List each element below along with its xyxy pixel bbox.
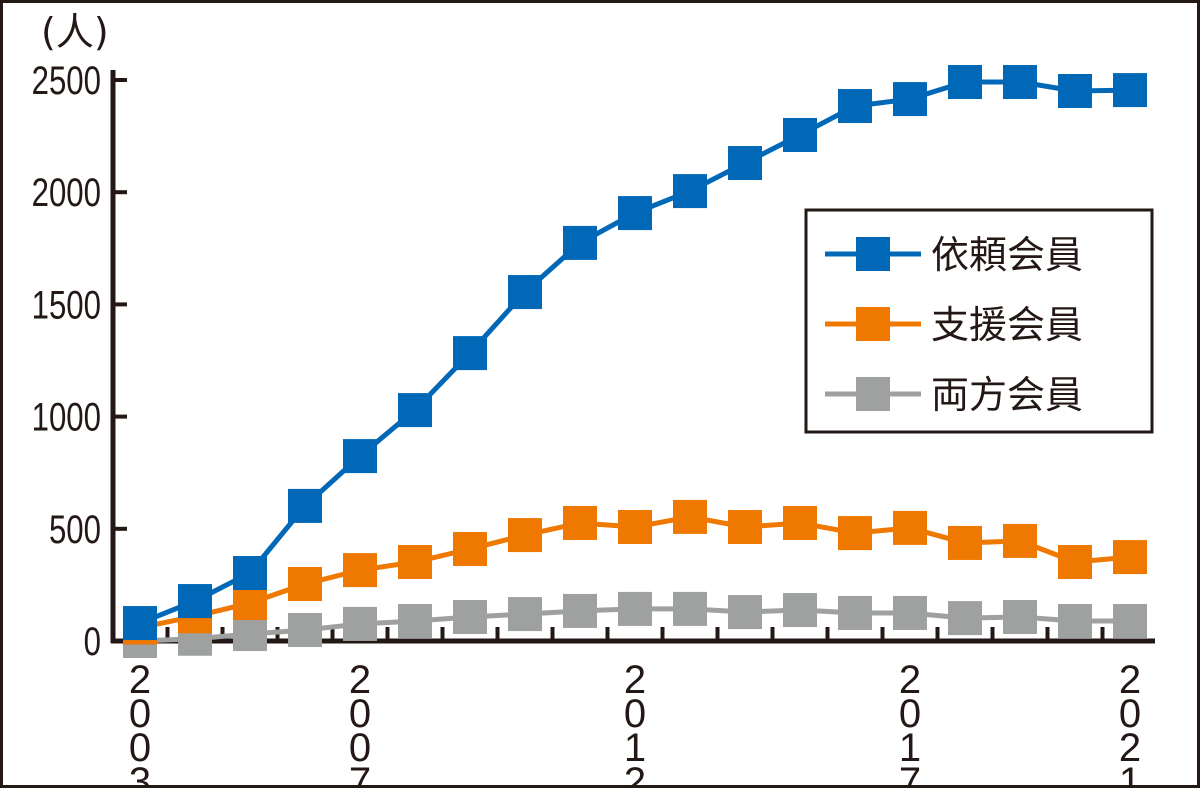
data-point-1	[618, 510, 652, 545]
data-point-2	[453, 599, 487, 634]
data-point-2	[563, 593, 597, 628]
data-point-1	[508, 518, 542, 553]
data-point-0	[233, 556, 267, 591]
data-point-2	[893, 595, 927, 630]
data-point-2	[288, 613, 322, 648]
data-point-0	[563, 225, 597, 260]
data-point-2	[783, 593, 817, 628]
data-point-2	[838, 595, 872, 630]
data-point-0	[783, 117, 817, 152]
data-point-1	[1003, 523, 1037, 558]
data-point-1	[343, 553, 377, 588]
data-point-1	[783, 505, 817, 540]
data-point-2	[1113, 604, 1147, 639]
legend-marker-1	[856, 307, 890, 341]
data-point-0	[343, 439, 377, 474]
data-point-2	[343, 606, 377, 641]
legend-marker-0	[856, 237, 890, 271]
y-axis-unit-label: (人)	[41, 10, 109, 54]
data-point-2	[673, 591, 707, 626]
data-point-0	[1113, 73, 1147, 108]
data-point-2	[948, 601, 982, 636]
y-tick-label: 2000	[32, 171, 101, 216]
y-tick-label: 1000	[32, 395, 101, 440]
data-point-2	[1058, 604, 1092, 639]
data-point-1	[233, 586, 267, 621]
y-tick-label: 500	[49, 507, 101, 552]
data-point-0	[728, 146, 762, 181]
data-point-0	[618, 196, 652, 231]
data-point-1	[563, 505, 597, 540]
data-point-2	[398, 604, 432, 639]
data-point-1	[288, 567, 322, 602]
line-chart: 0 500 1000 1500 2000 2500(人) 2 0 0 3 2 0 0 7 2 0 1 2 2 0 1 7 2…	[32, 10, 1155, 788]
data-point-1	[838, 516, 872, 551]
data-point-0	[1058, 73, 1092, 108]
legend-marker-2	[856, 377, 890, 411]
data-point-0	[893, 82, 927, 117]
data-point-0	[948, 65, 982, 100]
data-point-1	[948, 525, 982, 560]
legend-label-0: 依頼会員	[931, 233, 1083, 277]
data-point-0	[838, 89, 872, 124]
data-point-0	[123, 606, 157, 641]
data-point-1	[893, 510, 927, 545]
data-point-1	[453, 531, 487, 566]
data-point-0	[453, 336, 487, 371]
y-tick-label: 2500	[32, 58, 101, 103]
data-point-0	[288, 488, 322, 523]
data-point-0	[1003, 65, 1037, 100]
data-point-0	[673, 174, 707, 209]
legend-label-1: 支援会員	[931, 303, 1083, 347]
data-point-2	[233, 617, 267, 652]
y-tick-label: 1500	[32, 283, 101, 328]
data-point-0	[398, 393, 432, 428]
data-point-1	[1113, 540, 1147, 575]
data-point-1	[673, 499, 707, 534]
y-tick-label: 0	[84, 619, 101, 664]
data-point-1	[728, 510, 762, 545]
data-point-2	[618, 591, 652, 626]
data-point-1	[1058, 545, 1092, 580]
legend-label-2: 両方会員	[931, 373, 1083, 417]
data-point-2	[1003, 599, 1037, 634]
data-point-2	[508, 597, 542, 632]
data-point-0	[508, 275, 542, 310]
data-point-0	[178, 584, 212, 619]
data-point-2	[728, 595, 762, 630]
data-point-1	[398, 545, 432, 580]
